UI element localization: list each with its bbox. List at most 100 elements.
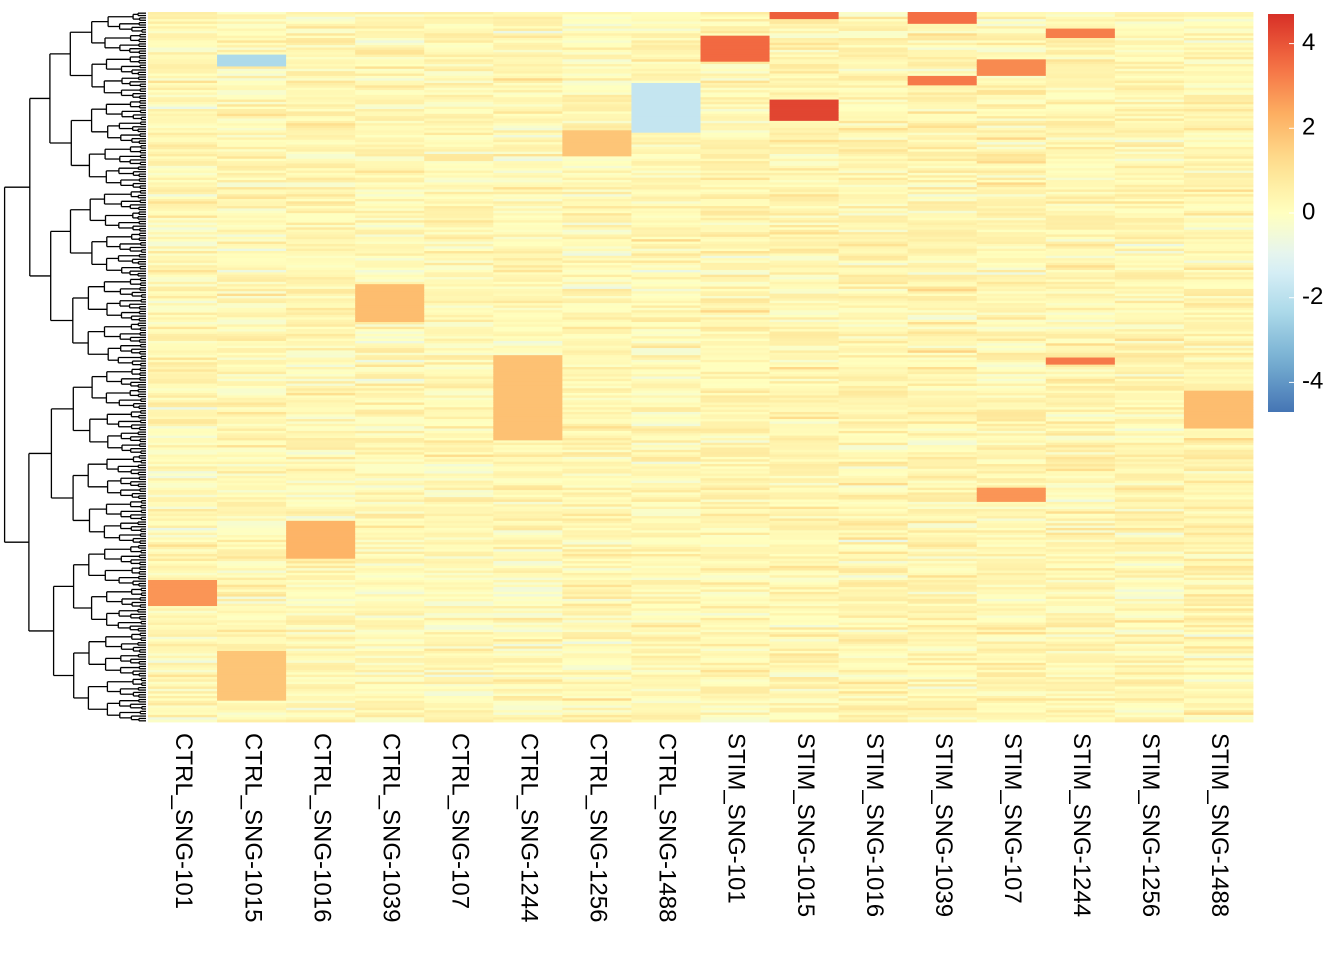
heatmap-cell bbox=[562, 75, 632, 79]
heatmap-cell bbox=[907, 191, 978, 195]
heatmap-cell bbox=[631, 251, 701, 254]
heatmap-cell bbox=[769, 248, 840, 252]
heatmap-cell bbox=[148, 243, 218, 247]
heatmap-cell bbox=[769, 719, 840, 723]
heatmap-cell bbox=[562, 222, 632, 226]
heatmap-cell bbox=[631, 639, 701, 642]
heatmap-cell bbox=[1045, 210, 1116, 214]
heatmap-cell bbox=[976, 80, 1047, 84]
heatmap-cell bbox=[700, 203, 770, 207]
heatmap-cell bbox=[907, 703, 978, 706]
heatmap-cell bbox=[838, 639, 909, 642]
heatmap-cell bbox=[286, 705, 356, 709]
heatmap-cell bbox=[976, 662, 1047, 666]
heatmap-cell bbox=[631, 492, 701, 496]
heatmap-cell bbox=[424, 681, 494, 685]
heatmap-cell bbox=[769, 265, 840, 268]
heatmap-cell bbox=[424, 594, 494, 597]
heatmap-cell bbox=[562, 101, 632, 105]
heatmap-cell bbox=[838, 184, 909, 188]
heatmap-cell bbox=[1045, 137, 1116, 141]
heatmap-cell bbox=[838, 201, 909, 205]
heatmap-cell bbox=[631, 241, 701, 245]
heatmap-cell bbox=[769, 343, 840, 347]
heatmap-cell bbox=[355, 307, 425, 311]
heatmap-cell bbox=[700, 589, 770, 593]
heatmap-cell bbox=[1045, 189, 1116, 193]
heatmap-cell bbox=[424, 423, 494, 427]
heatmap-cell bbox=[286, 312, 356, 316]
heatmap-cell bbox=[562, 367, 632, 370]
heatmap-cell bbox=[631, 376, 701, 380]
heatmap-cell bbox=[838, 684, 909, 687]
heatmap-cell bbox=[769, 99, 840, 103]
heatmap-cell bbox=[769, 426, 840, 429]
heatmap-cell bbox=[769, 260, 840, 264]
heatmap-cell bbox=[838, 606, 909, 609]
heatmap-cell bbox=[838, 570, 909, 574]
heatmap-cell bbox=[424, 677, 494, 680]
heatmap-cell bbox=[217, 466, 287, 470]
heatmap-cell bbox=[148, 473, 218, 477]
heatmap-cell bbox=[424, 525, 494, 529]
heatmap-cell bbox=[1045, 291, 1116, 295]
heatmap-cell bbox=[493, 33, 563, 37]
heatmap-cell bbox=[217, 298, 287, 302]
heatmap-cell bbox=[217, 482, 287, 486]
heatmap-cell bbox=[424, 298, 494, 302]
heatmap-cell bbox=[148, 499, 218, 503]
heatmap-cell bbox=[493, 362, 563, 366]
heatmap-cell bbox=[217, 480, 287, 484]
heatmap-cell bbox=[562, 426, 632, 429]
heatmap-cell bbox=[838, 125, 909, 129]
heatmap-cell bbox=[562, 473, 632, 477]
heatmap-cell bbox=[355, 449, 425, 453]
heatmap-cell bbox=[493, 208, 563, 212]
heatmap-cell bbox=[769, 591, 840, 595]
heatmap-cell bbox=[562, 38, 632, 41]
heatmap-cell bbox=[976, 355, 1047, 358]
heatmap-cell bbox=[562, 21, 632, 25]
heatmap-cell bbox=[424, 343, 494, 347]
heatmap-cell bbox=[148, 535, 218, 538]
heatmap-cell bbox=[769, 487, 840, 491]
heatmap-cell bbox=[700, 456, 770, 460]
heatmap-cell bbox=[217, 447, 287, 451]
heatmap-cell bbox=[976, 402, 1047, 406]
heatmap-cell bbox=[838, 563, 909, 567]
heatmap-cell bbox=[769, 97, 840, 100]
heatmap-cell bbox=[838, 142, 909, 145]
heatmap-cell bbox=[631, 66, 701, 70]
heatmap-cell bbox=[217, 180, 287, 183]
heatmap-cell bbox=[1045, 473, 1116, 477]
heatmap-cell bbox=[1045, 404, 1116, 408]
heatmap-cell bbox=[424, 163, 494, 167]
heatmap-cell bbox=[355, 707, 425, 711]
heatmap-cell bbox=[493, 142, 563, 145]
heatmap-cell bbox=[631, 45, 701, 48]
heatmap-cell bbox=[424, 459, 494, 463]
heatmap-cell bbox=[217, 608, 287, 612]
heatmap-cell bbox=[976, 530, 1047, 534]
heatmap-cell bbox=[355, 158, 425, 162]
heatmap-cell bbox=[976, 542, 1047, 545]
heatmap-cell bbox=[355, 194, 425, 197]
heatmap-cell bbox=[700, 269, 770, 273]
heatmap-cell bbox=[355, 262, 425, 266]
heatmap-cell bbox=[148, 378, 218, 382]
heatmap-cell bbox=[976, 442, 1047, 446]
heatmap-cell bbox=[976, 433, 1047, 437]
heatmap-cell bbox=[355, 520, 425, 524]
heatmap-cell bbox=[631, 662, 701, 666]
heatmap-cell bbox=[355, 421, 425, 425]
heatmap-cell bbox=[976, 16, 1047, 20]
heatmap-cell bbox=[148, 714, 218, 718]
heatmap-cell bbox=[907, 163, 978, 167]
heatmap-cell bbox=[907, 544, 978, 548]
heatmap-cell bbox=[1045, 319, 1116, 323]
heatmap-cell bbox=[907, 222, 978, 226]
heatmap-cell bbox=[700, 241, 770, 245]
heatmap-cell bbox=[424, 485, 494, 489]
heatmap-cell bbox=[976, 378, 1047, 382]
heatmap-cell bbox=[424, 16, 494, 20]
